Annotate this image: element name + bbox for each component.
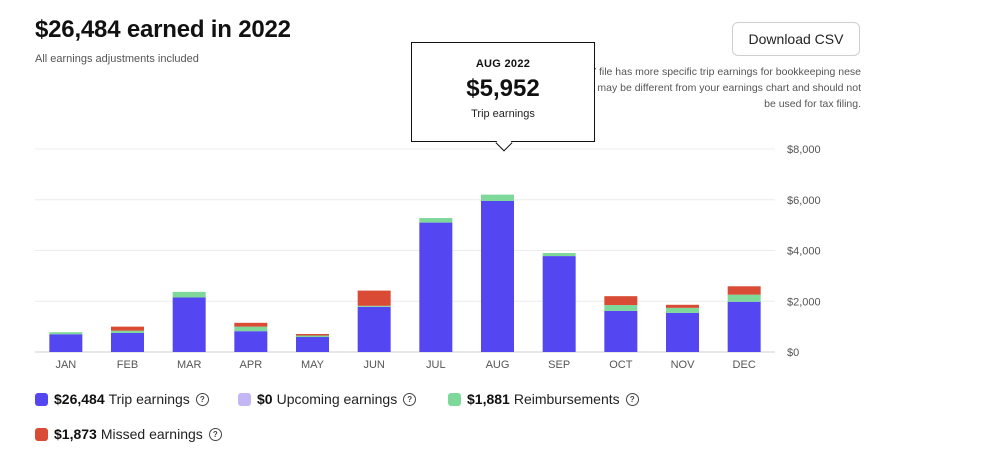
x-tick-label: AUG [486, 359, 510, 371]
legend-amount: $26,484 [54, 391, 105, 407]
bar-jun-trip-earnings[interactable] [357, 306, 391, 352]
x-tick-label: MAY [301, 359, 325, 371]
bar-apr-trip-earnings[interactable] [234, 331, 268, 352]
bar-dec-missed-earnings[interactable] [727, 286, 761, 295]
legend-label: Reimbursements [513, 391, 620, 407]
legend-swatch-trip [35, 392, 48, 406]
legend-reimbursements: $1,881 Reimbursements ? [448, 391, 639, 407]
bar-nov-missed-earnings[interactable] [666, 304, 699, 308]
bar-sep-trip-earnings[interactable] [542, 256, 576, 352]
legend-swatch-missed [35, 427, 48, 441]
legend-swatch-reimbursements [448, 392, 461, 406]
legend-trip-earnings: $26,484 Trip earnings ? [35, 391, 209, 407]
bar-jun-missed-earnings[interactable] [357, 290, 391, 306]
bar-aug-trip-earnings[interactable] [481, 200, 514, 352]
legend-upcoming-earnings: $0 Upcoming earnings ? [238, 391, 417, 407]
legend-label: Upcoming earnings [276, 391, 398, 407]
bar-jan-trip-earnings[interactable] [49, 334, 83, 352]
x-tick-label: JUN [363, 359, 384, 371]
y-tick-label: $0 [787, 347, 799, 359]
bar-nov-reimbursements[interactable] [666, 307, 699, 313]
legend-label: Trip earnings [108, 391, 190, 407]
bar-oct-missed-earnings[interactable] [604, 296, 638, 306]
download-csv-button[interactable]: Download CSV [732, 22, 860, 56]
help-icon[interactable]: ? [625, 392, 639, 406]
bar-feb-reimbursements[interactable] [111, 330, 144, 333]
legend-amount: $0 [257, 391, 273, 407]
help-icon[interactable]: ? [195, 392, 209, 406]
x-tick-label: OCT [609, 359, 633, 371]
tooltip-value: $5,952 [466, 75, 540, 102]
bar-mar-reimbursements[interactable] [172, 291, 206, 298]
y-tick-label: $4,000 [787, 246, 821, 258]
x-tick-label: APR [240, 359, 263, 371]
bar-mar-trip-earnings[interactable] [172, 297, 206, 352]
bar-jul-reimbursements[interactable] [419, 218, 453, 223]
bar-oct-trip-earnings[interactable] [604, 310, 638, 352]
bar-jul-trip-earnings[interactable] [419, 222, 453, 352]
bar-oct-reimbursements[interactable] [604, 305, 638, 311]
bar-may-missed-earnings[interactable] [296, 333, 329, 336]
tooltip-label: Trip earnings [471, 108, 535, 120]
bar-aug-reimbursements[interactable] [481, 194, 514, 201]
bar-apr-missed-earnings[interactable] [234, 322, 268, 327]
legend-amount: $1,881 [467, 391, 510, 407]
bar-nov-trip-earnings[interactable] [666, 312, 699, 352]
x-tick-label: JUL [426, 359, 446, 371]
bar-apr-reimbursements[interactable] [234, 326, 268, 332]
bar-sep-reimbursements[interactable] [542, 253, 576, 257]
y-tick-label: $8,000 [787, 144, 821, 156]
bar-may-trip-earnings[interactable] [296, 337, 329, 352]
help-icon[interactable]: ? [208, 427, 222, 441]
bar-feb-missed-earnings[interactable] [111, 326, 144, 331]
csv-note: SV file has more specific trip earnings … [562, 66, 861, 110]
x-tick-label: DEC [733, 359, 756, 371]
bar-jun-reimbursements[interactable] [357, 305, 391, 307]
page-title: $26,484 earned in 2022 [35, 16, 291, 43]
legend-amount: $1,873 [54, 426, 97, 442]
earnings-tooltip: AUG 2022 $5,952 Trip earnings [411, 42, 595, 142]
x-tick-label: JAN [55, 359, 76, 371]
bar-dec-reimbursements[interactable] [727, 294, 761, 302]
tooltip-month: AUG 2022 [475, 58, 531, 70]
page-subtitle: All earnings adjustments included [35, 53, 199, 65]
help-icon[interactable]: ? [403, 392, 417, 406]
x-tick-label: SEP [548, 359, 570, 371]
x-tick-label: MAR [177, 359, 202, 371]
legend-label: Missed earnings [100, 426, 203, 442]
x-tick-label: FEB [117, 359, 138, 371]
y-tick-label: $6,000 [787, 195, 821, 207]
bar-jan-reimbursements[interactable] [49, 332, 83, 335]
bar-dec-trip-earnings[interactable] [727, 301, 761, 352]
y-tick-label: $2,000 [787, 296, 821, 308]
legend-missed-earnings: $1,873 Missed earnings ? [35, 426, 222, 442]
x-tick-label: NOV [671, 359, 696, 371]
bar-may-reimbursements[interactable] [296, 335, 329, 338]
bar-feb-trip-earnings[interactable] [111, 332, 144, 352]
legend-swatch-upcoming [238, 392, 251, 406]
